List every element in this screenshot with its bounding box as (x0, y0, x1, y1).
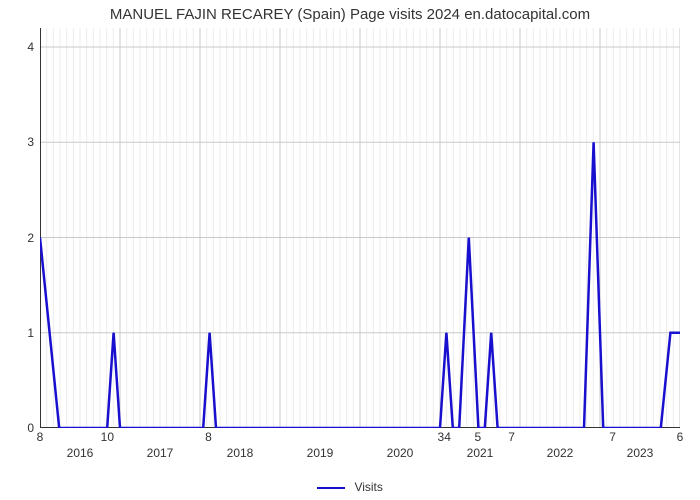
x-primary-tick-label: 2018 (227, 446, 254, 460)
x-secondary-tick-label: 8 (205, 430, 212, 444)
x-secondary-tick-label: 34 (438, 430, 451, 444)
x-primary-tick-label: 2019 (307, 446, 334, 460)
x-secondary-tick-label: 5 (475, 430, 482, 444)
x-primary-tick-label: 2023 (627, 446, 654, 460)
x-secondary-tick-label: 7 (508, 430, 515, 444)
x-secondary-tick-label: 10 (101, 430, 114, 444)
chart-container: MANUEL FAJIN RECAREY (Spain) Page visits… (0, 0, 700, 500)
y-tick-label: 0 (18, 421, 34, 435)
x-primary-tick-label: 2016 (67, 446, 94, 460)
y-tick-label: 2 (18, 231, 34, 245)
x-primary-tick-label: 2022 (547, 446, 574, 460)
x-secondary-tick-label: 8 (37, 430, 44, 444)
y-tick-label: 3 (18, 135, 34, 149)
chart-svg (40, 28, 680, 428)
plot-area (40, 28, 680, 428)
x-secondary-tick-label: 7 (609, 430, 616, 444)
y-tick-label: 1 (18, 326, 34, 340)
x-secondary-tick-label: 6 (677, 430, 684, 444)
x-primary-tick-label: 2021 (467, 446, 494, 460)
y-tick-label: 4 (18, 40, 34, 54)
legend-label: Visits (354, 480, 382, 494)
chart-title: MANUEL FAJIN RECAREY (Spain) Page visits… (0, 6, 700, 23)
legend-line-icon (317, 487, 345, 489)
x-primary-tick-label: 2017 (147, 446, 174, 460)
legend: Visits (0, 480, 700, 494)
x-primary-tick-label: 2020 (387, 446, 414, 460)
